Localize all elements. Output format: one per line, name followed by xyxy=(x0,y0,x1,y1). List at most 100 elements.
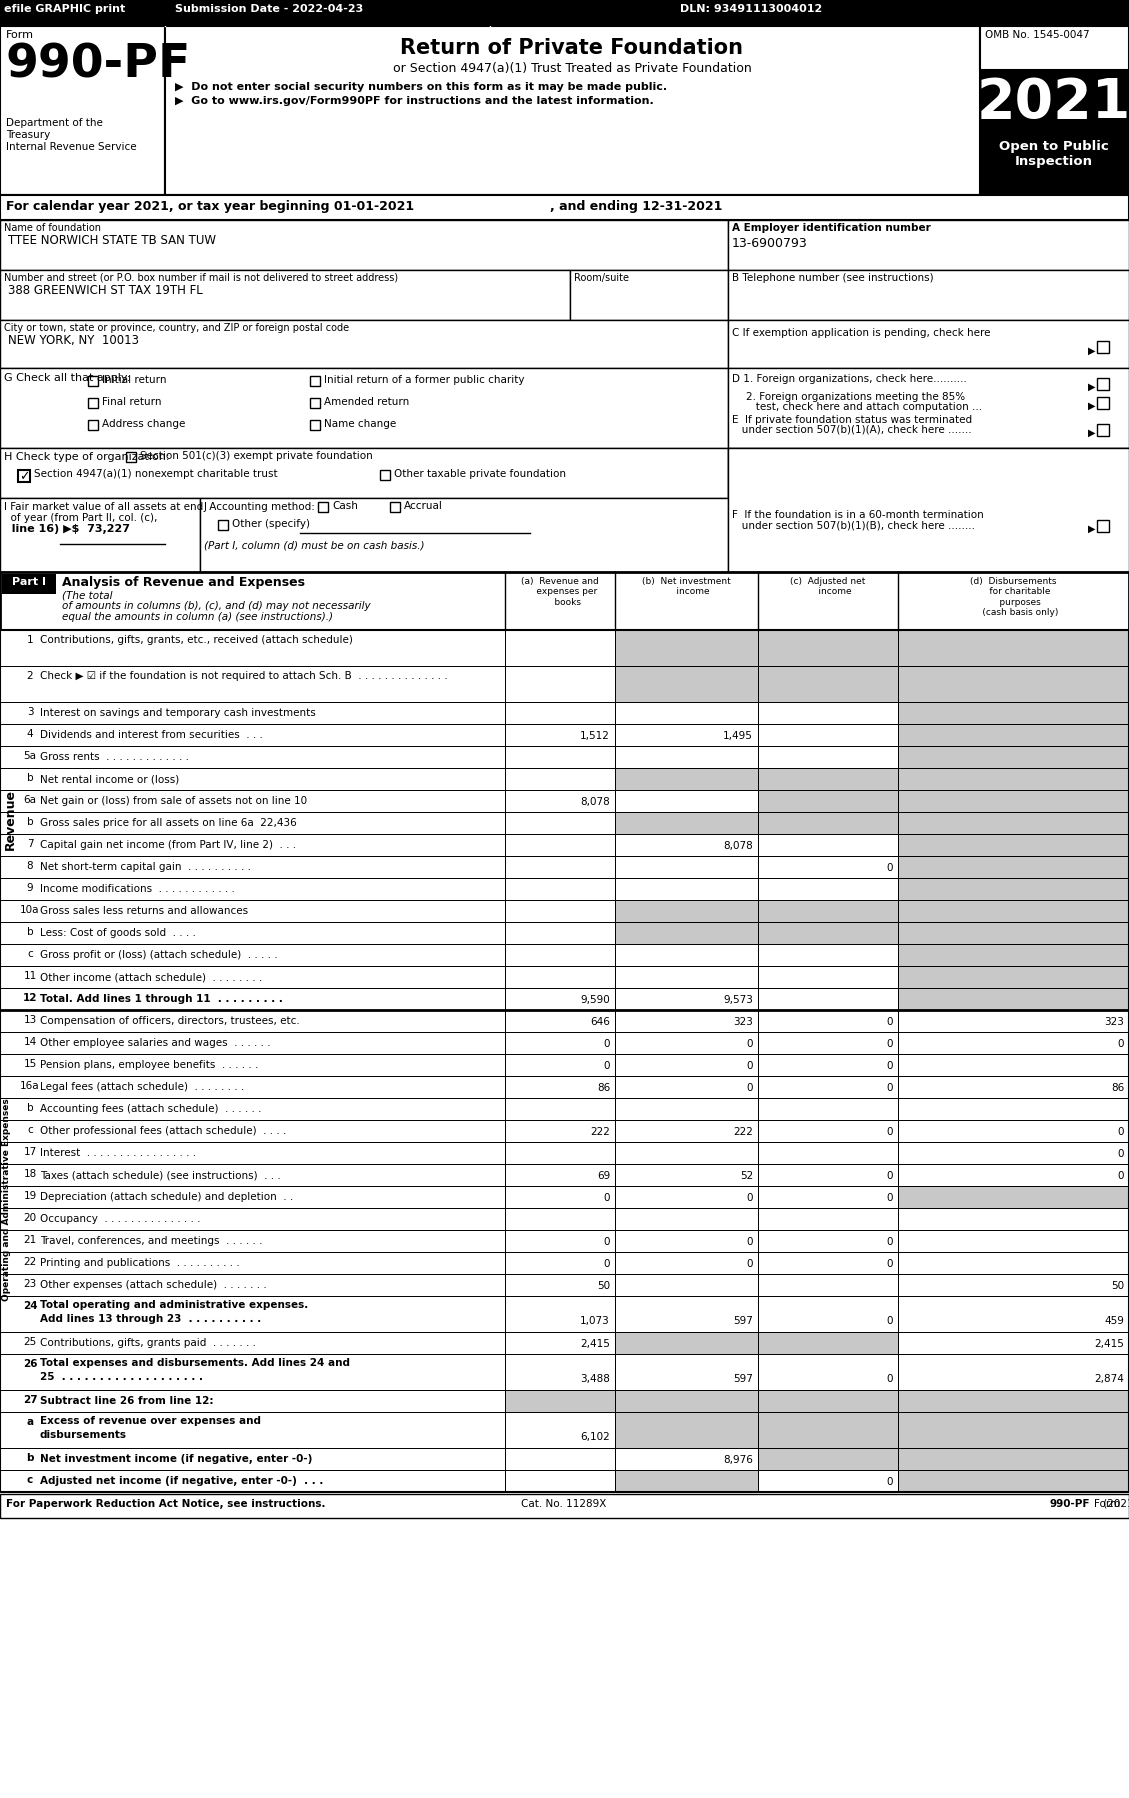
Bar xyxy=(0,1230,505,1251)
Bar xyxy=(88,421,98,430)
Bar xyxy=(615,1251,758,1275)
Text: 12: 12 xyxy=(23,992,37,1003)
Text: (d)  Disbursements
     for charitable
     purposes
     (cash basis only): (d) Disbursements for charitable purpose… xyxy=(968,577,1058,617)
Text: 27: 27 xyxy=(23,1395,37,1404)
Text: ▶: ▶ xyxy=(1088,523,1095,534)
Bar xyxy=(615,944,758,966)
Bar xyxy=(0,665,505,701)
Bar xyxy=(0,320,728,369)
Bar xyxy=(18,469,30,482)
Bar xyxy=(505,1099,615,1120)
Bar xyxy=(898,1354,1129,1390)
Bar xyxy=(310,397,320,408)
Bar xyxy=(0,1099,505,1120)
Text: Initial return: Initial return xyxy=(102,376,166,385)
Bar xyxy=(758,1390,898,1411)
Text: Name change: Name change xyxy=(324,419,396,430)
Bar xyxy=(758,1032,898,1054)
Bar xyxy=(758,1054,898,1075)
Text: under section 507(b)(1)(A), check here .......: under section 507(b)(1)(A), check here .… xyxy=(732,424,972,435)
Bar xyxy=(728,270,1129,320)
Bar xyxy=(898,789,1129,813)
Text: Occupancy  . . . . . . . . . . . . . . .: Occupancy . . . . . . . . . . . . . . . xyxy=(40,1214,201,1224)
Bar xyxy=(615,922,758,944)
Text: 1: 1 xyxy=(27,635,34,645)
Text: Interest on savings and temporary cash investments: Interest on savings and temporary cash i… xyxy=(40,708,316,717)
Bar xyxy=(0,789,505,813)
Text: 50: 50 xyxy=(597,1280,610,1291)
Bar xyxy=(758,1354,898,1390)
Text: 0: 0 xyxy=(746,1194,753,1203)
Bar xyxy=(0,25,165,194)
Bar xyxy=(505,746,615,768)
Text: 2021: 2021 xyxy=(977,76,1129,129)
Text: Other expenses (attach schedule)  . . . . . . .: Other expenses (attach schedule) . . . .… xyxy=(40,1280,266,1289)
Text: 86: 86 xyxy=(597,1082,610,1093)
Bar xyxy=(898,1163,1129,1187)
Bar xyxy=(615,1296,758,1332)
Bar xyxy=(898,1010,1129,1032)
Bar xyxy=(758,1163,898,1187)
Bar xyxy=(505,1251,615,1275)
Bar xyxy=(758,901,898,922)
Bar xyxy=(758,1010,898,1032)
Text: 14: 14 xyxy=(24,1037,36,1046)
Text: 1,073: 1,073 xyxy=(580,1316,610,1325)
Bar xyxy=(200,498,728,572)
Bar xyxy=(615,1075,758,1099)
Bar xyxy=(505,922,615,944)
Bar xyxy=(615,1187,758,1208)
Bar xyxy=(898,1187,1129,1208)
Bar xyxy=(505,944,615,966)
Bar xyxy=(0,498,200,572)
Bar xyxy=(898,922,1129,944)
Text: A Employer identification number: A Employer identification number xyxy=(732,223,930,234)
Bar xyxy=(898,746,1129,768)
Text: ▶: ▶ xyxy=(1088,428,1095,439)
Text: Submission Date - 2022-04-23: Submission Date - 2022-04-23 xyxy=(175,4,364,14)
Bar xyxy=(898,1390,1129,1411)
Bar xyxy=(0,1332,505,1354)
Bar xyxy=(615,856,758,877)
Text: 222: 222 xyxy=(733,1127,753,1136)
Bar xyxy=(615,1010,758,1032)
Text: 0: 0 xyxy=(604,1039,610,1048)
Text: c: c xyxy=(27,949,33,958)
Text: 10a: 10a xyxy=(20,904,40,915)
Text: 1,495: 1,495 xyxy=(724,732,753,741)
Text: G Check all that apply:: G Check all that apply: xyxy=(5,372,130,383)
Text: or Section 4947(a)(1) Trust Treated as Private Foundation: or Section 4947(a)(1) Trust Treated as P… xyxy=(393,61,752,76)
Text: 0: 0 xyxy=(886,1476,893,1487)
Bar xyxy=(898,877,1129,901)
Text: Net rental income or (loss): Net rental income or (loss) xyxy=(40,773,180,784)
Bar xyxy=(1097,397,1109,408)
Text: 597: 597 xyxy=(733,1374,753,1384)
Text: 6,102: 6,102 xyxy=(580,1431,610,1442)
Text: 18: 18 xyxy=(24,1169,36,1179)
Bar xyxy=(505,966,615,987)
Text: Net short-term capital gain  . . . . . . . . . .: Net short-term capital gain . . . . . . … xyxy=(40,861,251,872)
Text: 2,415: 2,415 xyxy=(580,1340,610,1348)
Bar xyxy=(505,768,615,789)
Bar xyxy=(0,1447,505,1471)
Text: Dividends and interest from securities  . . .: Dividends and interest from securities .… xyxy=(40,730,263,741)
Bar xyxy=(758,768,898,789)
Text: B Telephone number (see instructions): B Telephone number (see instructions) xyxy=(732,273,934,282)
Text: Other taxable private foundation: Other taxable private foundation xyxy=(394,469,566,478)
Bar xyxy=(615,725,758,746)
Text: Printing and publications  . . . . . . . . . .: Printing and publications . . . . . . . … xyxy=(40,1259,239,1268)
Bar xyxy=(898,1142,1129,1163)
Text: 0: 0 xyxy=(886,863,893,874)
Bar xyxy=(898,768,1129,789)
Text: Gross profit or (loss) (attach schedule)  . . . . .: Gross profit or (loss) (attach schedule)… xyxy=(40,949,278,960)
Bar xyxy=(758,1275,898,1296)
Bar xyxy=(615,1142,758,1163)
Bar xyxy=(898,1054,1129,1075)
Bar xyxy=(758,877,898,901)
Text: Net investment income (if negative, enter -0-): Net investment income (if negative, ente… xyxy=(40,1455,313,1464)
Bar xyxy=(505,987,615,1010)
Bar xyxy=(505,834,615,856)
Text: Total operating and administrative expenses.: Total operating and administrative expen… xyxy=(40,1300,308,1311)
Bar xyxy=(0,629,1129,1492)
Text: 20: 20 xyxy=(24,1214,36,1223)
